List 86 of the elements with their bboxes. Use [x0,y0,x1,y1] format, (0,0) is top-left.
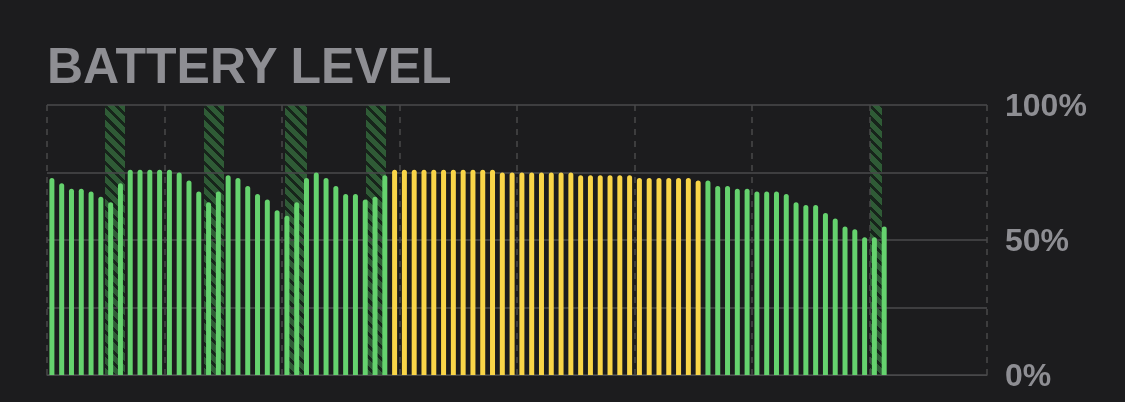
bar [255,194,261,375]
y-tick-label: 50% [1005,222,1070,258]
bar [568,172,574,375]
bar [578,175,584,375]
bar [88,191,94,375]
bar [519,172,525,375]
bar [333,186,339,375]
bar [764,191,770,375]
bar [705,180,711,375]
bar [881,226,887,375]
bar [343,194,349,375]
bar [117,183,123,375]
bar [842,226,848,375]
y-tick-label: 100% [1005,87,1087,123]
bar [509,172,515,375]
bar [264,199,270,375]
chart-title: BATTERY LEVEL [47,38,452,94]
bar [294,202,300,375]
bar [313,172,319,375]
bar [421,169,427,375]
bar [431,169,437,375]
bar [744,188,750,375]
bar [685,177,691,375]
bar [871,237,877,375]
bar [362,199,368,375]
bar [548,172,554,375]
bar [597,175,603,375]
bar [852,229,858,375]
bar [176,172,182,375]
bar [832,218,838,375]
bar [793,202,799,375]
bar [822,213,828,375]
bar [587,175,593,375]
bar [147,169,153,375]
bar [215,191,221,375]
bar [646,177,652,375]
bar [352,194,358,375]
bar [235,177,241,375]
bar [725,186,731,375]
bar [538,172,544,375]
bar [803,204,809,375]
bar [108,202,114,375]
bar [166,169,172,375]
bar [274,210,280,375]
bar [499,172,505,375]
bar [636,177,642,375]
bar [382,175,388,375]
y-tick-label: 0% [1005,357,1052,393]
bar [460,169,466,375]
bar [490,169,496,375]
bar [666,177,672,375]
bar [450,169,456,375]
bar [245,186,251,375]
bar [78,188,84,375]
bar [862,237,868,375]
bar [284,215,290,375]
bar [401,169,407,375]
bar [676,177,682,375]
bar [529,172,535,375]
bar [137,169,143,375]
bar [617,175,623,375]
bar [480,169,486,375]
bar [695,180,701,375]
bar [754,191,760,375]
bar [206,202,212,375]
bar [734,188,740,375]
bar [558,172,564,375]
bar [303,177,309,375]
bar [715,186,721,375]
bar [68,188,74,375]
bar [323,177,329,375]
bar [392,169,398,375]
bar [186,180,192,375]
bar [783,194,789,375]
bar [59,183,65,375]
bar [411,169,417,375]
bar [813,204,819,375]
bar [773,191,779,375]
bar [627,175,633,375]
bar [607,175,613,375]
bar [157,169,163,375]
bar [470,169,476,375]
bar [441,169,447,375]
bar [656,177,662,375]
bar [49,177,55,375]
bar [372,196,378,375]
